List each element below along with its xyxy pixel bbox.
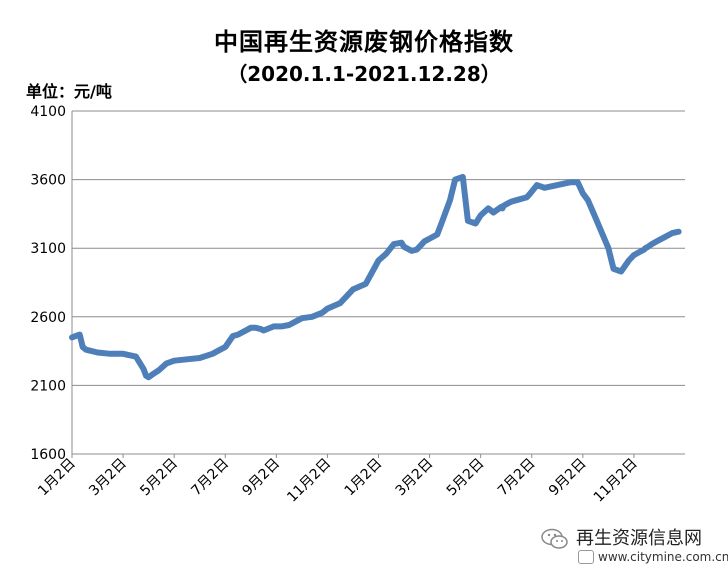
y-tick-label: 4100 xyxy=(30,104,66,120)
unit-label: 单位：元/吨 xyxy=(26,82,112,101)
watermark-url: www.citymine.com.cn xyxy=(598,550,728,564)
watermark: 再生资源信息网 www.citymine.com.cn xyxy=(540,524,728,566)
chart-subtitle: （2020.1.1-2021.12.28） xyxy=(227,62,501,86)
y-tick-label: 3600 xyxy=(30,173,66,189)
x-tick-label: 3月2日 xyxy=(393,456,437,500)
x-tick-label: 11月2日 xyxy=(284,456,334,506)
x-tick-label: 11月2日 xyxy=(591,456,641,506)
y-tick-label: 1600 xyxy=(30,447,66,463)
x-tick-label: 9月2日 xyxy=(239,456,283,500)
chart-title: 中国再生资源废钢价格指数 xyxy=(214,28,514,56)
watermark-name: 再生资源信息网 xyxy=(576,528,702,549)
x-tick-label: 7月2日 xyxy=(188,456,232,500)
x-tick-label: 5月2日 xyxy=(137,456,181,500)
watermark-seal-icon xyxy=(578,550,594,564)
x-tick-label: 1月2日 xyxy=(342,456,386,500)
x-tick-label: 3月2日 xyxy=(86,456,130,500)
series-line xyxy=(69,173,682,381)
x-tick-label: 9月2日 xyxy=(546,456,590,500)
y-tick-label: 2100 xyxy=(30,378,66,394)
x-tick-label: 5月2日 xyxy=(444,456,488,500)
y-tick-label: 2600 xyxy=(30,310,66,326)
wechat-icon xyxy=(541,528,568,549)
x-tick-label: 7月2日 xyxy=(495,456,539,500)
y-tick-label: 3100 xyxy=(30,241,66,257)
